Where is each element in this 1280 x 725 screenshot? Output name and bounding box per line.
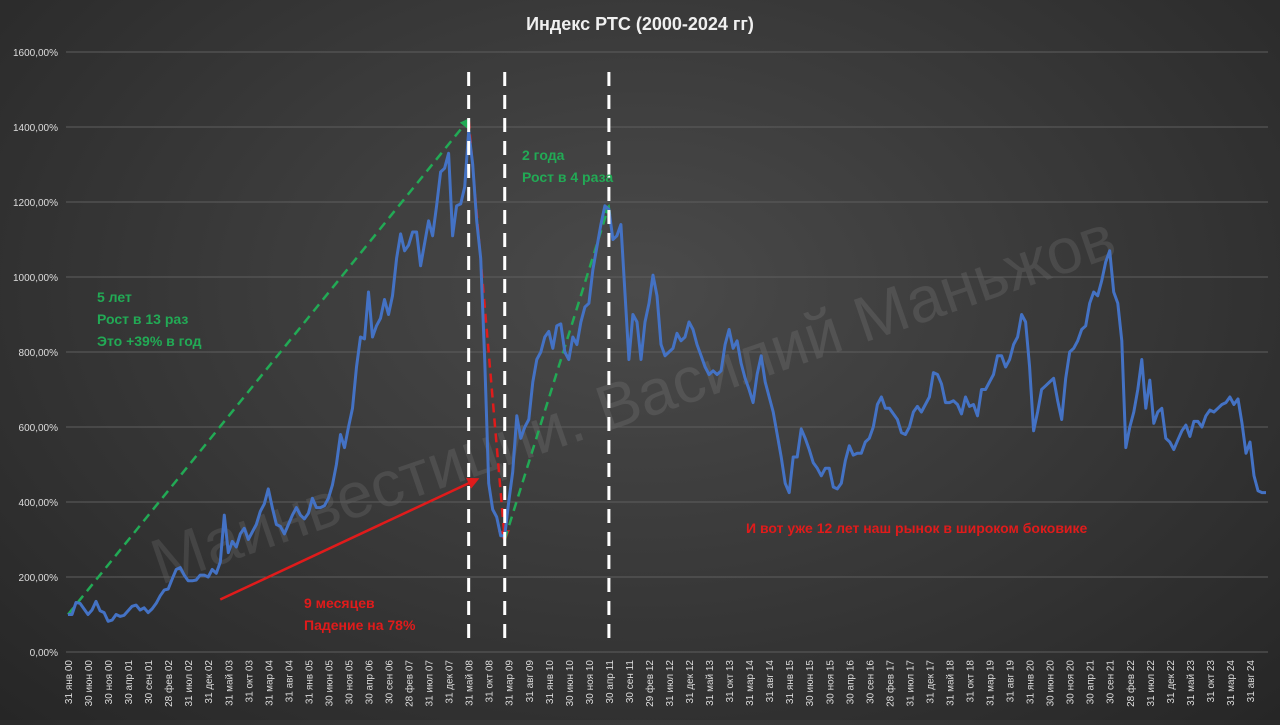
x-tick-label: 30 ноя 10	[585, 660, 596, 705]
x-tick-label: 30 ноя 20	[1066, 660, 1077, 705]
x-tick-label: 30 сен 01	[144, 660, 155, 704]
x-tick-label: 31 мар 04	[264, 660, 275, 706]
annotation-text: И вот уже 12 лет наш рынок в широком бок…	[746, 520, 1088, 536]
x-tick-label: 31 янв 20	[1026, 660, 1037, 704]
x-tick-label: 31 дек 02	[204, 660, 215, 704]
trend-arrow-line	[503, 203, 612, 540]
trend-arrow-line	[67, 117, 470, 616]
x-tick-label: 28 фев 07	[404, 660, 416, 707]
x-tick-label: 30 сен 11	[625, 660, 636, 704]
x-axis-ticks: 31 янв 00 30 июн 00 30 ноя 00 30 апр 01 30 с…	[64, 660, 1257, 707]
x-tick-label: 31 дек 17	[925, 660, 936, 704]
trend-arrow-line	[467, 119, 510, 543]
x-tick-label: 30 апр 16	[845, 660, 856, 705]
x-tick-label: 31 янв 15	[785, 660, 796, 704]
y-tick-label: 1400,00%	[13, 123, 58, 134]
x-tick-label: 31 дек 07	[445, 660, 456, 704]
x-tick-label: 30 апр 01	[124, 660, 135, 705]
x-tick-label: 31 мар 09	[505, 660, 516, 706]
x-tick-label: 30 апр 06	[365, 660, 376, 705]
series-line-rts	[68, 129, 1266, 623]
x-tick-label: 30 июн 00	[84, 660, 95, 707]
x-tick-label: 31 июл 12	[665, 660, 676, 707]
y-tick-label: 200,00%	[19, 573, 59, 584]
x-tick-label: 31 май 23	[1186, 660, 1197, 706]
x-tick-label: 31 дек 22	[1166, 660, 1177, 704]
series-layer	[68, 129, 1266, 623]
x-tick-label: 30 ноя 05	[344, 660, 355, 705]
x-tick-label: 30 ноя 15	[825, 660, 836, 705]
annotation-block: 9 месяцев Падение на 78%	[304, 595, 416, 633]
y-tick-label: 0,00%	[30, 648, 58, 659]
x-tick-label: 30 июн 20	[1046, 660, 1057, 707]
x-tick-label: 31 янв 10	[545, 660, 556, 704]
annotations: 5 лет Рост в 13 раз Это +39% в год 2 года Ро…	[97, 147, 1088, 633]
x-tick-label: 28 фев 17	[884, 660, 896, 707]
x-tick-label: 28 фев 22	[1125, 660, 1137, 707]
x-tick-label: 31 окт 08	[485, 660, 496, 703]
x-tick-label: 31 дек 12	[685, 660, 696, 704]
x-tick-label: 31 авг 04	[284, 660, 295, 703]
x-tick-label: 31 окт 23	[1206, 660, 1217, 703]
annotation-text: Это +39% в год	[97, 333, 202, 349]
x-tick-label: 31 окт 03	[244, 660, 255, 703]
annotation-text: 2 года	[522, 147, 565, 163]
y-axis-ticks: 0,00% 200,00% 400,00% 600,00% 800,00% 1000,00…	[13, 48, 58, 659]
annotation-block: И вот уже 12 лет наш рынок в широком бок…	[746, 520, 1088, 536]
x-tick-label: 30 июн 15	[805, 660, 816, 707]
x-tick-label: 30 сен 16	[865, 660, 876, 704]
x-tick-label: 31 окт 18	[966, 660, 977, 703]
chart-title: Индекс РТС (2000-2024 гг)	[526, 14, 754, 34]
y-tick-label: 600,00%	[19, 423, 59, 434]
y-tick-label: 400,00%	[19, 498, 59, 509]
x-tick-label: 31 окт 13	[725, 660, 736, 703]
x-tick-label: 31 июл 17	[905, 660, 916, 707]
pointer-arrow-line	[219, 477, 480, 601]
x-tick-label: 31 июл 07	[425, 660, 436, 707]
x-tick-label: 30 сен 21	[1106, 660, 1117, 704]
annotation-block: 2 года Рост в 4 раза	[522, 147, 613, 185]
x-tick-label: 31 янв 00	[64, 660, 75, 704]
x-tick-label: 29 фев 12	[644, 660, 656, 707]
annotation-text: Рост в 4 раза	[522, 169, 613, 185]
y-tick-label: 1200,00%	[13, 198, 58, 209]
y-tick-label: 1000,00%	[13, 273, 58, 284]
x-tick-label: 31 июл 02	[184, 660, 195, 707]
x-tick-label: 31 май 18	[945, 660, 956, 706]
x-tick-label: 31 мар 14	[745, 660, 756, 706]
annotation-block: 5 лет Рост в 13 раз Это +39% в год	[97, 289, 202, 349]
x-tick-label: 31 мар 24	[1226, 660, 1237, 706]
annotation-text: 5 лет	[97, 289, 132, 305]
x-tick-label: 30 июн 10	[565, 660, 576, 707]
annotation-text: Рост в 13 раз	[97, 311, 188, 327]
annotation-text: 9 месяцев	[304, 595, 375, 611]
watermark-text: Маинвестиции. Василий Маньжов	[142, 200, 1124, 598]
x-tick-label: 30 сен 06	[385, 660, 396, 704]
x-tick-label: 30 ноя 00	[104, 660, 115, 705]
y-tick-label: 800,00%	[19, 348, 59, 359]
x-tick-label: 30 июн 05	[324, 660, 335, 707]
y-tick-label: 1600,00%	[13, 48, 58, 59]
vertical-markers	[219, 72, 611, 646]
x-tick-label: 30 апр 11	[605, 660, 616, 704]
x-tick-label: 31 май 08	[465, 660, 476, 706]
x-tick-label: 31 май 03	[224, 660, 235, 706]
x-tick-label: 31 июл 22	[1146, 660, 1157, 707]
x-tick-label: 31 май 13	[705, 660, 716, 706]
annotation-text: Падение на 78%	[304, 617, 416, 633]
x-tick-label: 31 авг 19	[1006, 660, 1017, 703]
x-tick-label: 31 авг 14	[765, 660, 776, 703]
trend-lines	[67, 117, 612, 616]
x-tick-label: 28 фев 02	[163, 660, 175, 707]
x-tick-label: 31 мар 19	[986, 660, 997, 706]
x-tick-label: 31 янв 05	[304, 660, 315, 704]
x-tick-label: 30 апр 21	[1086, 660, 1097, 705]
x-tick-label: 31 авг 24	[1246, 660, 1257, 703]
x-tick-label: 31 авг 09	[525, 660, 536, 703]
watermark: Маинвестиции. Василий Маньжов	[142, 200, 1124, 598]
